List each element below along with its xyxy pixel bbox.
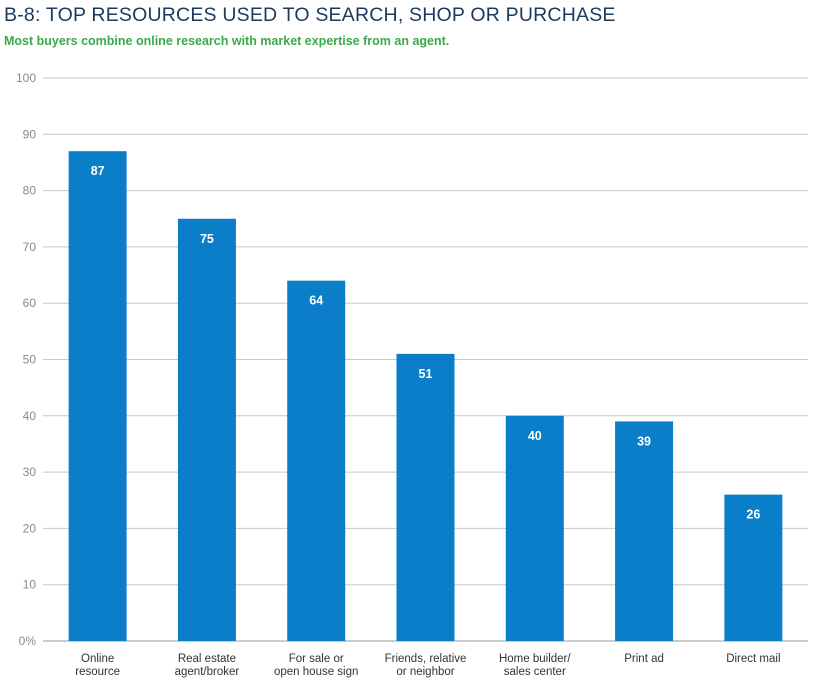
- x-category-label: sales center: [504, 666, 566, 678]
- gridlines: [43, 77, 808, 642]
- x-category-label: Print ad: [624, 653, 664, 665]
- chart-subtitle: Most buyers combine online research with…: [4, 34, 450, 48]
- y-tick-label: 80: [23, 184, 37, 198]
- y-tick-label: 100: [16, 71, 36, 85]
- bar: [724, 494, 783, 641]
- y-tick-label: 70: [23, 240, 37, 254]
- bar-value-label: 39: [637, 434, 651, 448]
- bar-value-label: 75: [200, 232, 214, 246]
- x-category-label: Online: [81, 653, 114, 665]
- bars: 87 75 64 51 40 39 26: [68, 151, 783, 641]
- bar-value-label: 87: [91, 164, 105, 178]
- x-category-label: agent/broker: [175, 666, 240, 678]
- bar-value-label: 64: [309, 294, 323, 308]
- y-tick-label: 30: [23, 465, 37, 479]
- bar: [68, 151, 127, 641]
- x-category-label: Home builder/: [499, 653, 571, 665]
- y-tick-label: 20: [23, 521, 37, 535]
- chart-title: B-8: TOP RESOURCES USED TO SEARCH, SHOP …: [4, 4, 616, 26]
- bar: [505, 415, 564, 641]
- bar: [615, 421, 674, 641]
- bar: [396, 353, 455, 641]
- x-category-label: Friends, relative: [385, 653, 467, 665]
- bar-value-label: 51: [419, 367, 433, 381]
- y-tick-label: 40: [23, 409, 37, 423]
- bar-value-label: 40: [528, 429, 542, 443]
- x-category-label: Direct mail: [726, 653, 780, 665]
- x-category-label: or neighbor: [396, 666, 454, 678]
- bar-value-label: 26: [746, 508, 760, 522]
- x-category-label: open house sign: [274, 666, 358, 678]
- y-tick-label: 90: [23, 127, 37, 141]
- y-tick-label: 50: [23, 353, 37, 367]
- y-tick-label: 60: [23, 296, 37, 310]
- x-category-label: resource: [75, 666, 120, 678]
- x-category-label: For sale or: [289, 653, 344, 665]
- y-tick-label: 10: [23, 578, 37, 592]
- y-axis-ticks: 0% 10 20 30 40 50 60 70 80 90 100: [16, 71, 36, 648]
- bar: [287, 280, 346, 641]
- x-category-label: Real estate: [178, 653, 236, 665]
- y-tick-label: 0%: [19, 634, 37, 648]
- bar: [177, 218, 236, 641]
